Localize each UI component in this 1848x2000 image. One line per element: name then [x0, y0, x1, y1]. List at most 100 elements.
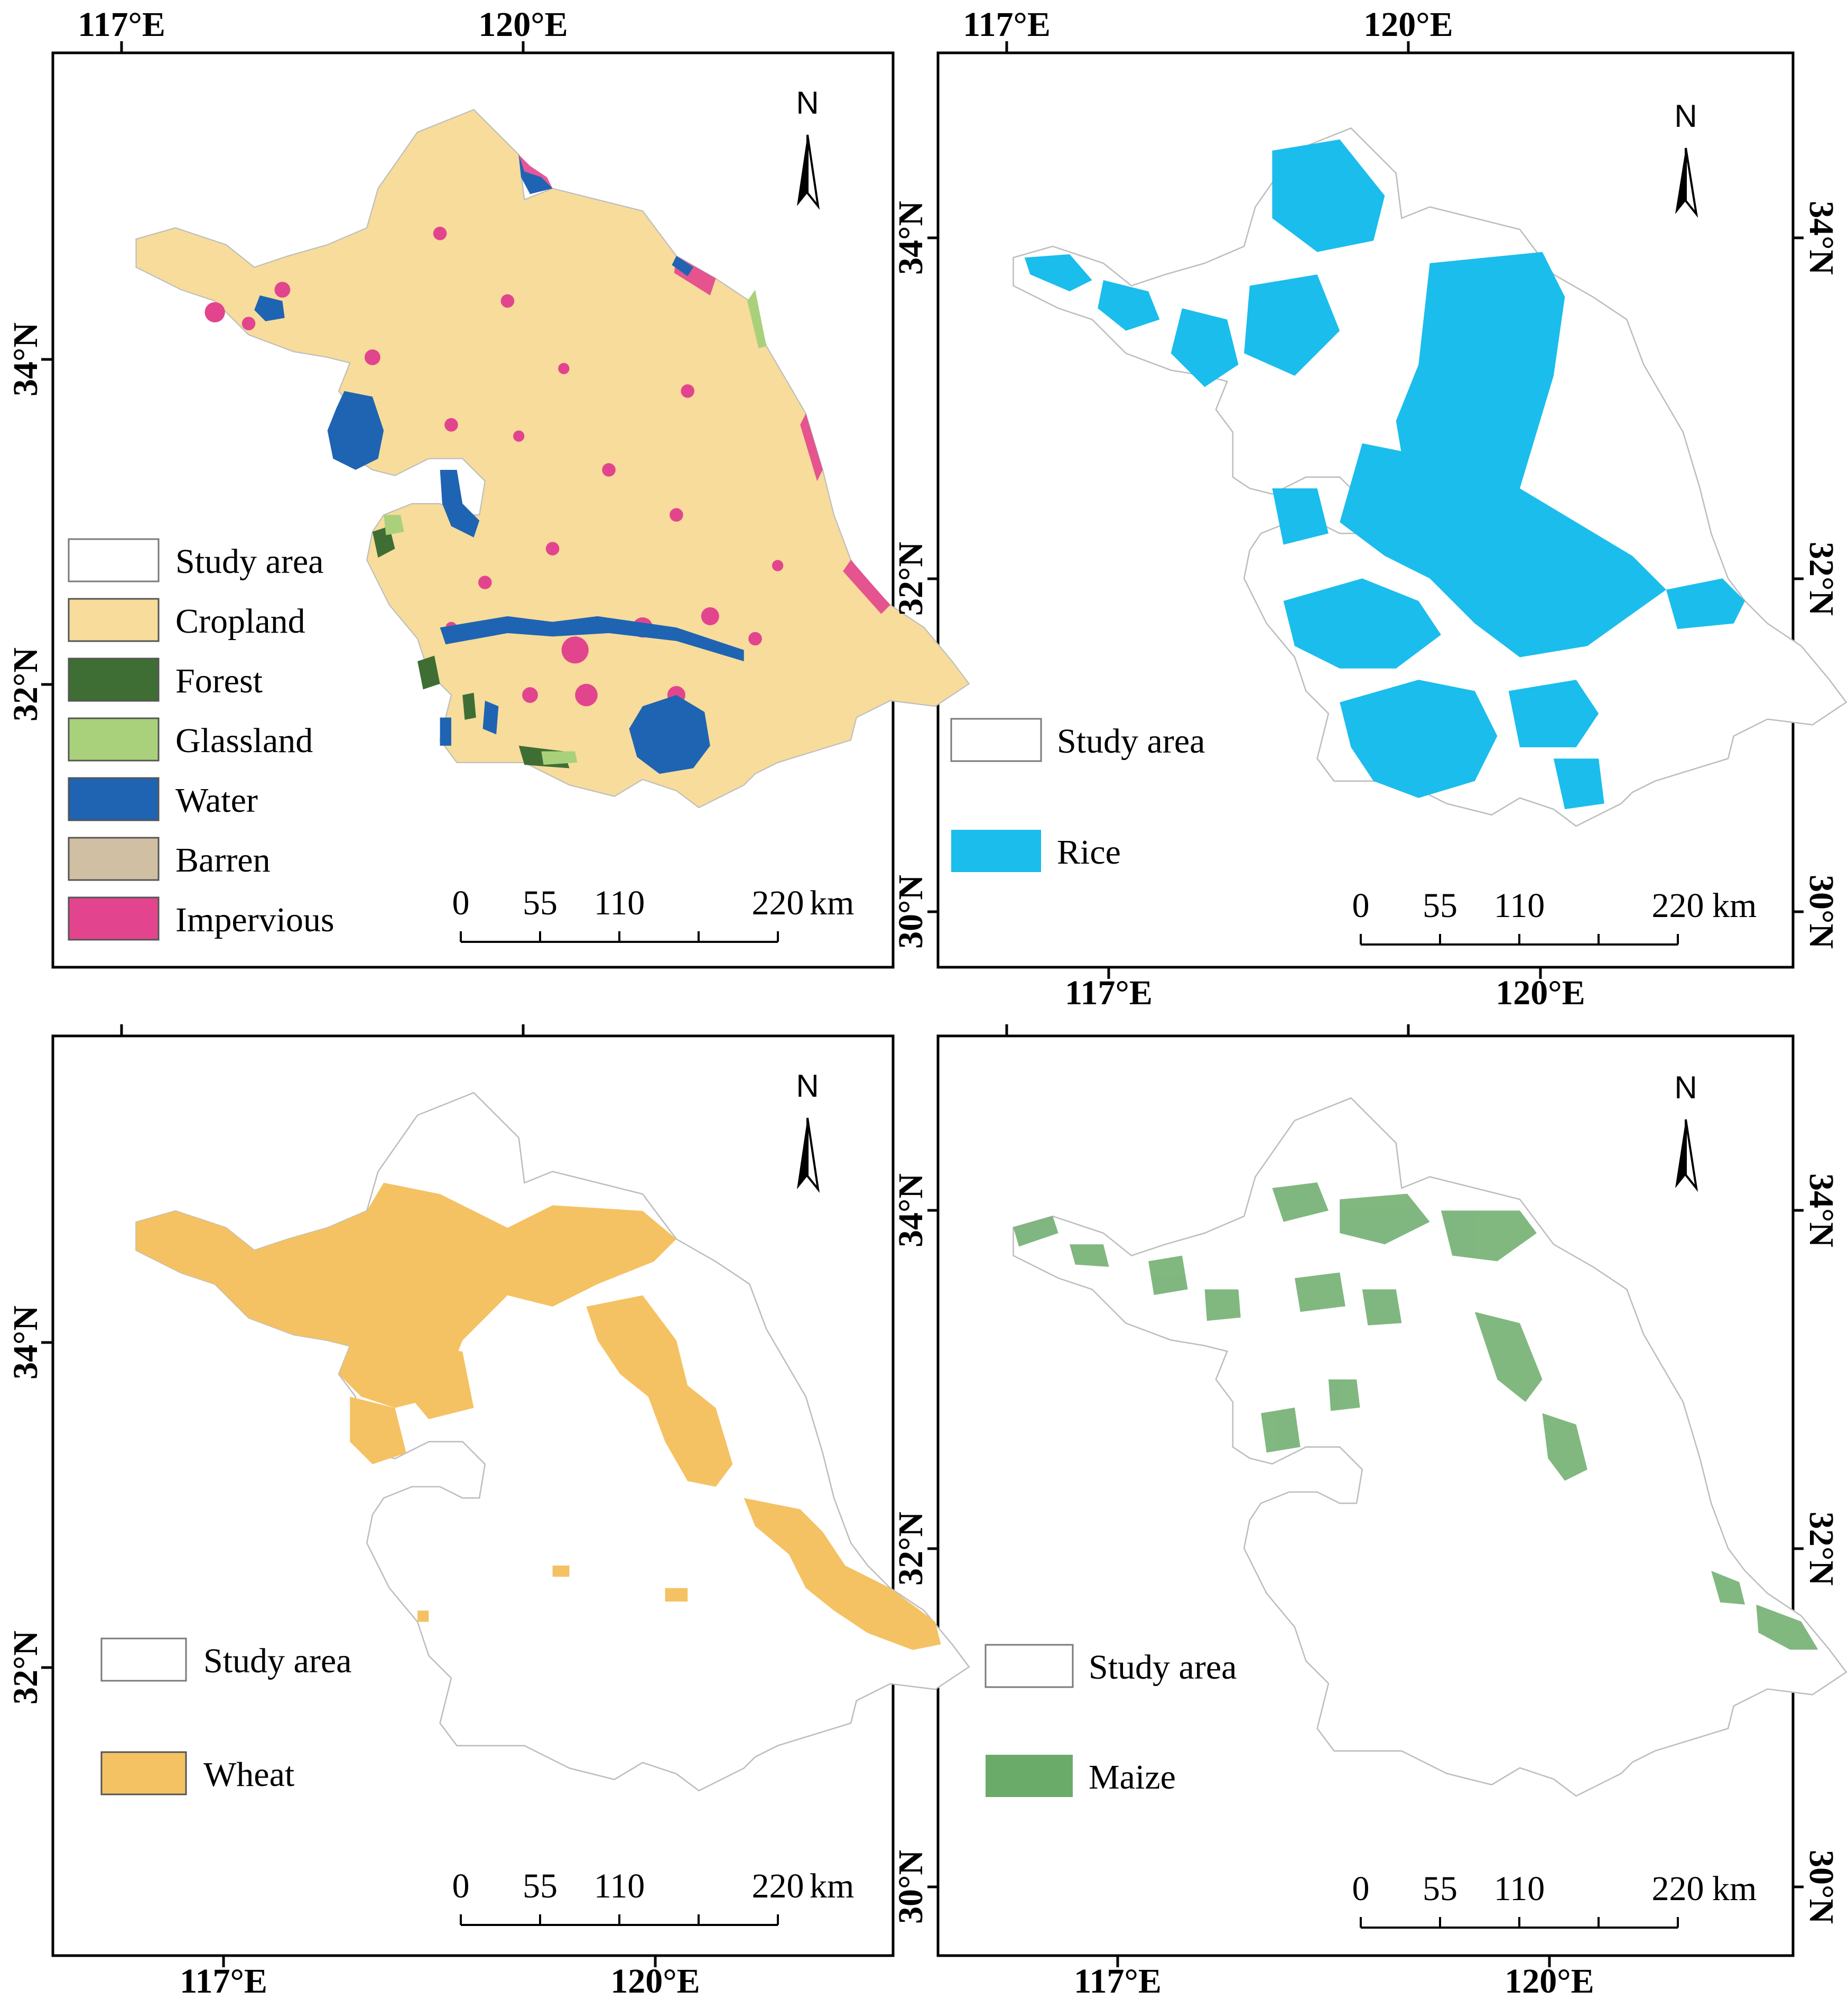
- lat-tick-label: 34°N: [1802, 1173, 1841, 1247]
- legend-swatch-maize: [986, 1755, 1073, 1797]
- legend-label: Study area: [175, 542, 323, 581]
- legend-label: Forest: [175, 662, 263, 700]
- scale-label: 0: [1352, 1869, 1370, 1908]
- lat-tick-label: 34°N: [892, 201, 930, 275]
- lat-tick-label: 32°N: [892, 542, 930, 616]
- legend-swatch-forest: [68, 658, 160, 702]
- legend-label: Barren: [175, 841, 271, 879]
- legend-swatch-barren: [68, 837, 160, 881]
- lat-ticks-wheat: 34°N 32°N: [6, 1305, 53, 1705]
- study-area-map-rice: [1013, 127, 1847, 827]
- lon-ticks-landcover: 117°E 120°E: [78, 5, 568, 53]
- legend-label: Study area: [203, 1642, 351, 1680]
- lat-tick-label: 32°N: [892, 1512, 930, 1586]
- legend-swatch-water: [68, 777, 160, 821]
- study-area-map-wheat: [135, 1092, 970, 1792]
- panel-rice: 117°E 120°E 117°E 120°E 34°N 32°N 30°N 3…: [892, 5, 1847, 1012]
- panel-landcover: 117°E 120°E 34°N 32°N: [6, 5, 970, 943]
- legend-label: Rice: [1057, 833, 1121, 872]
- legend-label: Study area: [1057, 722, 1205, 761]
- legend-swatch-rice: [951, 830, 1041, 872]
- scale-label: 220: [752, 884, 804, 922]
- scale-label: 0: [452, 1867, 470, 1905]
- scale-label: 55: [1423, 886, 1457, 925]
- legend-swatch-glassland: [68, 717, 160, 762]
- lat-tick-label: 30°N: [892, 1850, 930, 1924]
- grassland-patches: [384, 290, 767, 765]
- scale-label: 110: [594, 884, 645, 922]
- scale-bar-rice: 0 55 110 220 km: [1352, 886, 1757, 946]
- lon-tick-label: 120°E: [1505, 1962, 1594, 2000]
- north-arrow: N: [1674, 98, 1698, 218]
- lon-tick-label: 120°E: [1363, 5, 1453, 44]
- scale-label: 55: [523, 1867, 558, 1905]
- lat-tick-label: 34°N: [892, 1173, 930, 1247]
- lon-tick-label: 120°E: [1496, 974, 1585, 1012]
- legend-swatch-impervious: [68, 896, 160, 941]
- legend-label: Glassland: [175, 721, 313, 760]
- north-arrow: N: [796, 85, 820, 210]
- rice-patches: [1024, 139, 1745, 810]
- legend-swatch-study-area: [100, 1637, 187, 1682]
- legend-swatch-study-area: [950, 718, 1042, 762]
- panel-frame-rice: [936, 51, 1795, 969]
- lon-tick-label: 117°E: [78, 5, 165, 44]
- lat-tick-label: 34°N: [6, 1305, 45, 1379]
- lon-tick-label: 117°E: [1074, 1962, 1162, 2000]
- lat-ticks-landcover: 34°N 32°N: [6, 322, 53, 721]
- lon-tick-label: 117°E: [180, 1962, 267, 2000]
- legend-swatch-wheat: [100, 1751, 187, 1795]
- north-arrow-label: N: [1674, 1070, 1697, 1105]
- lon-tick-label: 120°E: [478, 5, 568, 44]
- panel-frame-landcover: [51, 51, 895, 969]
- scale-label: 110: [1494, 1869, 1545, 1908]
- legend-maize: Study area Maize: [985, 1644, 1237, 1797]
- scale-label: 0: [1352, 886, 1370, 925]
- scale-bar-maize: 0 55 110 220 km: [1352, 1869, 1757, 1929]
- scale-label: 220: [1652, 886, 1704, 925]
- north-arrow-label: N: [1674, 98, 1697, 134]
- maize-patches: [1013, 1182, 1818, 1650]
- lat-tick-label: 32°N: [6, 647, 45, 721]
- scale-label: 55: [1423, 1869, 1457, 1908]
- legend-swatch-cropland: [68, 598, 160, 642]
- legend-landcover: Study area Cropland Forest Glassland Wat…: [68, 538, 335, 941]
- lat-tick-label: 34°N: [6, 322, 45, 396]
- scale-unit: km: [1712, 886, 1757, 925]
- scale-unit: km: [810, 884, 854, 922]
- legend-label: Study area: [1089, 1648, 1237, 1687]
- legend-rice: Study area Rice: [950, 718, 1205, 872]
- scale-label: 220: [752, 1867, 804, 1905]
- lon-ticks-maize: 117°E 120°E: [1005, 1024, 1594, 2000]
- lon-ticks-wheat: 117°E 120°E: [120, 1024, 700, 2000]
- water-bodies: [254, 154, 744, 774]
- scale-label: 110: [1494, 886, 1545, 925]
- scale-label: 0: [452, 884, 470, 922]
- north-arrow-label: N: [796, 1068, 819, 1104]
- legend-label: Water: [175, 781, 258, 820]
- legend-label: Wheat: [203, 1755, 294, 1794]
- legend-label: Impervious: [175, 901, 335, 939]
- lat-ticks-maize: 34°N 32°N 30°N 34°N 32°N 30°N: [892, 1173, 1841, 1924]
- scale-unit: km: [1712, 1869, 1757, 1908]
- scale-label: 55: [523, 884, 558, 922]
- scale-label: 110: [594, 1867, 645, 1905]
- scale-bar-landcover: 0 55 110 220 km: [452, 884, 854, 943]
- scale-bar-wheat: 0 55 110 220 km: [452, 1867, 854, 1926]
- north-arrow: N: [796, 1068, 820, 1193]
- lon-tick-label: 120°E: [610, 1962, 700, 2000]
- legend-swatch-study-area: [68, 538, 160, 582]
- panel-maize: 117°E 120°E 34°N 32°N 30°N 34°N 32°N 30°…: [892, 1024, 1847, 2000]
- study-area-map-landcover: [135, 109, 970, 809]
- lon-tick-label: 117°E: [1065, 974, 1153, 1012]
- legend-label: Maize: [1089, 1758, 1176, 1797]
- panel-frame-maize: [936, 1034, 1795, 1957]
- panel-wheat: 117°E 120°E 34°N 32°N N: [6, 1024, 970, 2000]
- legend-swatch-study-area: [985, 1644, 1074, 1688]
- lat-tick-label: 32°N: [6, 1631, 45, 1705]
- scale-label: 220: [1652, 1869, 1704, 1908]
- north-arrow: N: [1674, 1070, 1698, 1192]
- panel-frame-wheat: [51, 1034, 895, 1957]
- lat-tick-label: 30°N: [892, 875, 930, 949]
